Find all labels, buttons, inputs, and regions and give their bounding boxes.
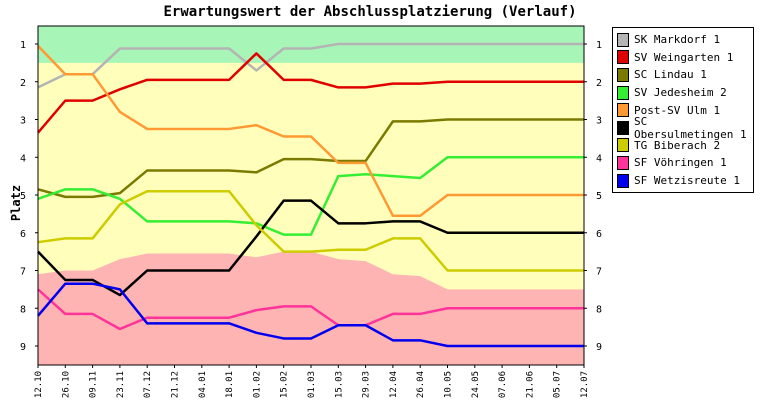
series-line-sc-lindau-1 [37, 118, 584, 199]
legend-label: SK Markdorf 1 [634, 33, 721, 47]
series-line-sf-v-hringen-1 [37, 288, 584, 331]
legend-item-sc-obersulmetingen-1: SC Obersulmetingen 1 [613, 115, 753, 141]
legend-swatch [617, 103, 629, 118]
x-tick-label: 26.04 [416, 371, 426, 398]
y-tick-label-left: 7 [20, 267, 26, 278]
x-tick-label: 12.10 [34, 371, 44, 398]
x-tick-label: 21.12 [171, 371, 181, 398]
series-lines [37, 42, 584, 348]
x-tick-label: 26.10 [61, 371, 71, 398]
legend-item-sv-weingarten-1: SV Weingarten 1 [613, 49, 753, 67]
legend-item-sc-lindau-1: SC Lindau 1 [613, 66, 753, 84]
y-tick-label-left: 2 [20, 78, 26, 89]
legend-swatch [617, 50, 629, 65]
legend-swatch [617, 155, 629, 170]
legend-item-sk-markdorf-1: SK Markdorf 1 [613, 31, 753, 49]
series-line-sf-wetzisreute-1 [37, 282, 584, 348]
x-tick-label: 15.03 [334, 371, 344, 398]
x-tick-label: 12.07 [580, 371, 590, 398]
y-tick-label-right: 1 [596, 40, 602, 51]
y-tick-label-right: 7 [596, 267, 602, 278]
y-tick-label-left: 6 [20, 229, 26, 240]
legend-item-sf-v-hringen-1: SF Vöhringen 1 [613, 154, 753, 172]
x-tick-label: 15.02 [280, 371, 290, 398]
series-line-sk-markdorf-1 [37, 42, 584, 89]
series-line-sv-weingarten-1 [37, 52, 584, 134]
y-tick-label-right: 6 [596, 229, 602, 240]
band-bottom [38, 251, 584, 365]
legend: SK Markdorf 1 SV Weingarten 1 SC Lindau 1 S… [612, 27, 754, 193]
x-tick-label: 12.04 [389, 371, 399, 398]
series-line-sv-jedesheim-2 [37, 156, 584, 236]
x-tick-label: 01.03 [307, 371, 317, 398]
legend-swatch [617, 173, 629, 188]
x-tick-label: 07.12 [143, 371, 153, 398]
legend-item-sf-wetzisreute-1: SF Wetzisreute 1 [613, 172, 753, 190]
x-tick-label: 24.05 [471, 371, 481, 398]
y-tick-label-right: 8 [596, 304, 602, 315]
y-tick-label-right: 3 [596, 116, 602, 127]
x-tick-label: 10.05 [444, 371, 454, 398]
x-tick-label: 21.06 [525, 371, 535, 398]
x-tick-label: 09.11 [89, 371, 99, 398]
y-tick-label-left: 4 [20, 153, 26, 164]
legend-label: Post-SV Ulm 1 [634, 103, 721, 117]
legend-label: SF Wetzisreute 1 [634, 174, 740, 188]
legend-label: SC Obersulmetingen 1 [634, 114, 747, 141]
legend-swatch [617, 67, 629, 82]
y-tick-labels-right: 1 2 3 4 5 6 7 8 9 [584, 40, 602, 353]
legend-swatch [617, 120, 629, 135]
x-tick-label: 07.06 [498, 371, 508, 398]
y-tick-label-left: 3 [20, 116, 26, 127]
x-tick-label: 29.03 [362, 371, 372, 398]
x-tick-label: 01.02 [252, 371, 262, 398]
y-tick-label-right: 4 [596, 153, 602, 164]
legend-label: SV Weingarten 1 [634, 50, 734, 64]
legend-swatch [617, 85, 629, 100]
y-tick-label-left: 8 [20, 304, 26, 315]
legend-item-tg-biberach-2: TG Biberach 2 [613, 137, 753, 155]
y-tick-label-left: 5 [20, 191, 26, 202]
legend-label: SF Vöhringen 1 [634, 156, 727, 170]
x-tick-label: 05.07 [553, 371, 563, 398]
legend-item-sv-jedesheim-2: SV Jedesheim 2 [613, 84, 753, 102]
y-tick-label-right: 2 [596, 78, 602, 89]
x-tick-label: 23.11 [116, 371, 126, 398]
legend-label: SC Lindau 1 [634, 68, 707, 82]
legend-swatch [617, 32, 629, 47]
series-line-tg-biberach-2 [37, 189, 584, 272]
series-line-sc-obersulmetingen-1 [37, 199, 584, 297]
y-tick-labels-left: 1 2 3 4 5 6 7 8 9 [20, 40, 38, 353]
y-tick-label-left: 1 [20, 40, 26, 51]
chart-title: Erwartungswert der Abschlussplatzierung … [163, 4, 577, 20]
y-tick-label-right: 9 [596, 342, 602, 353]
x-tick-labels: 12.10 26.10 09.11 23.11 07.12 21.12 04.01 18.01… [34, 365, 590, 398]
y-axis-label: Platz [9, 184, 24, 222]
x-tick-label: 18.01 [225, 371, 235, 398]
x-tick-label: 04.01 [198, 371, 208, 398]
legend-item-post-sv-ulm-1: Post-SV Ulm 1 [613, 101, 753, 119]
legend-label: TG Biberach 2 [634, 138, 721, 152]
legend-swatch [617, 138, 629, 153]
legend-label: SV Jedesheim 2 [634, 86, 727, 100]
series-line-post-sv-ulm-1 [37, 45, 584, 218]
y-tick-label-right: 5 [596, 191, 602, 202]
y-tick-label-left: 9 [20, 342, 26, 353]
